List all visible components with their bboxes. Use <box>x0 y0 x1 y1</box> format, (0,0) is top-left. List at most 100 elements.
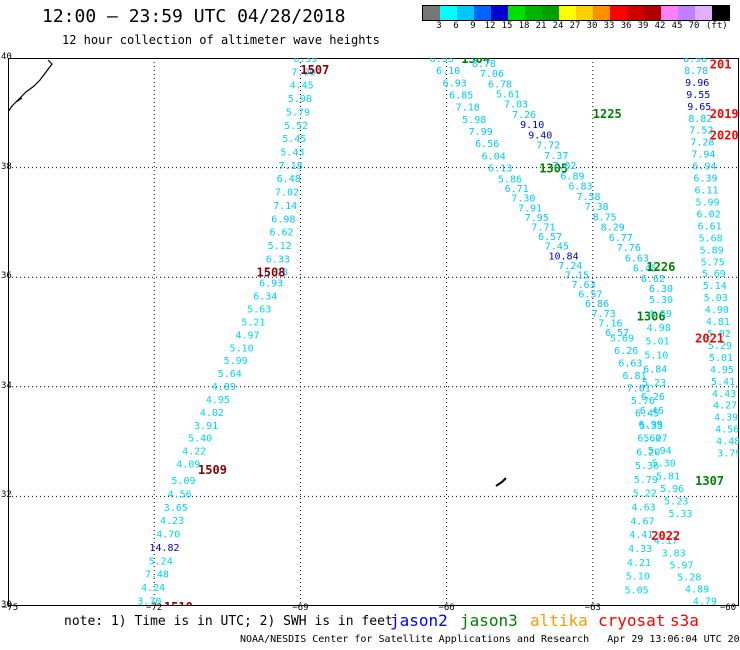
swh-value: 5.45 <box>282 134 306 145</box>
swh-value: 6.85 <box>449 91 473 102</box>
swh-value: 5.86 <box>498 175 522 186</box>
swh-value: 5.10 <box>230 343 254 354</box>
satellite-jason2: jason2 <box>390 611 448 630</box>
coastline <box>8 59 53 113</box>
lon-label: −63 <box>584 603 601 613</box>
swh-value: 7.63 <box>572 280 596 291</box>
colorbar-cell <box>712 6 729 20</box>
swh-value: 5.28 <box>677 572 701 583</box>
swh-value: 4.21 <box>627 558 651 569</box>
colorbar-cell <box>610 6 627 20</box>
swh-value: 5.05 <box>625 586 649 597</box>
swh-value: 7.01 <box>627 384 651 395</box>
swh-value: 8.75 <box>593 212 617 223</box>
swh-value: 7.30 <box>511 194 535 205</box>
swh-value: 4.56 <box>715 425 739 436</box>
swh-value: 5.24 <box>149 556 173 567</box>
swh-value: 6.63 <box>618 359 642 370</box>
swh-value: 9.65 <box>687 102 711 113</box>
colorbar-tick: 27 <box>569 21 581 31</box>
colorbar-tick: 36 <box>620 21 632 31</box>
lon-label: −75 <box>1 603 19 613</box>
swh-value: 6.94 <box>692 162 716 173</box>
swh-value: 6.20 <box>636 447 660 458</box>
colorbar-tick: 3 <box>436 21 442 31</box>
swh-value: 4.41 <box>629 530 653 541</box>
swh-value: 5.94 <box>648 446 672 457</box>
colorbar-tick: 70 <box>688 21 700 31</box>
swh-value: 7.09 <box>291 67 315 78</box>
swh-value: 6.45 <box>633 264 657 275</box>
swh-value: 7.48 <box>145 570 169 581</box>
swh-value: 6.78 <box>264 268 288 279</box>
swh-value: 4.89 <box>685 584 709 595</box>
lat-label: 34 <box>1 380 12 391</box>
colorbar-cell <box>491 6 508 20</box>
colorbar-cell <box>525 6 542 20</box>
track-time-label: 1509 <box>198 463 227 477</box>
swh-value: 7.02 <box>552 161 576 172</box>
swh-value: 7.95 <box>525 213 549 224</box>
colorbar-tick: 12 <box>484 21 496 31</box>
swh-value: 5.33 <box>668 509 692 520</box>
swh-value: 8.82 <box>688 114 712 125</box>
swh-value: 3.70 <box>137 597 161 606</box>
swh-value: 7.24 <box>558 261 582 272</box>
swh-value: 6.30 <box>649 284 673 295</box>
lat-label: 38 <box>1 161 12 172</box>
swh-value: 5.76 <box>631 396 655 407</box>
swh-value: 9.40 <box>528 130 552 141</box>
swh-value: 5.99 <box>224 356 248 367</box>
colorbar-tick: 24 <box>552 21 564 31</box>
colorbar-tick: 15 <box>501 21 513 31</box>
colorbar-cell <box>627 6 644 20</box>
swh-value: 8.98 <box>683 58 707 65</box>
colorbar-tick: (ft) <box>706 21 728 31</box>
swh-value: 14.82 <box>149 543 179 554</box>
swh-value: 7.16 <box>598 318 622 329</box>
track-time-label: 2020 <box>710 129 739 143</box>
swh-value: 4.23 <box>160 516 184 527</box>
swh-value: 6.48 <box>277 174 301 185</box>
swh-value: 4.24 <box>141 583 165 594</box>
colorbar-cell <box>644 6 661 20</box>
colorbar-cell <box>576 6 593 20</box>
swh-value: 6.61 <box>698 221 722 232</box>
swh-value: 7.45 <box>545 242 569 253</box>
colorbar-cell <box>695 6 712 20</box>
track-time-label: 1304 <box>461 58 490 66</box>
swh-value: 7.15 <box>565 270 589 281</box>
swh-value: 4.33 <box>628 544 652 555</box>
track-time-label: 2019 <box>710 107 739 121</box>
swh-value: 6.60 <box>637 433 661 444</box>
swh-value: 5.79 <box>634 475 658 486</box>
map-title: 12:00 – 23:59 UTC 04/28/2018 <box>42 6 346 27</box>
swh-value: 5.30 <box>649 295 673 306</box>
swh-value: 6.57 <box>538 232 562 243</box>
swh-value: 6.57 <box>605 328 629 339</box>
lat-label: 40 <box>1 52 12 62</box>
colorbar-tick: 6 <box>453 21 459 31</box>
lon-label: −72 <box>146 603 163 613</box>
satellite-cryosat: cryosat <box>598 611 666 630</box>
swh-value: 4.67 <box>630 516 654 527</box>
swh-value: 4.27 <box>713 401 737 412</box>
swh-value: 4.70 <box>156 530 180 541</box>
track-time-label: 1508 <box>257 266 286 280</box>
swh-value: 7.72 <box>536 141 560 152</box>
track-time-label: 1224 <box>510 58 539 61</box>
colorbar-tick: 39 <box>637 21 649 31</box>
satellite-s3a: s3a <box>670 611 699 630</box>
swh-value: 3.65 <box>164 503 188 514</box>
swh-value: 4.48 <box>716 437 739 448</box>
track-time-label: 1305 <box>539 162 568 176</box>
swh-value: 5.09 <box>171 476 195 487</box>
swh-value: 6.83 <box>568 182 592 193</box>
map-subtitle: 12 hour collection of altimeter wave hei… <box>62 33 380 47</box>
swh-value: 6.34 <box>253 292 277 303</box>
satellite-altika: altika <box>530 611 588 630</box>
swh-value: 5.10 <box>644 350 668 361</box>
lon-label: −69 <box>292 603 309 613</box>
swh-value: 7.38 <box>585 202 609 213</box>
swh-value: 4.94 <box>464 58 488 60</box>
